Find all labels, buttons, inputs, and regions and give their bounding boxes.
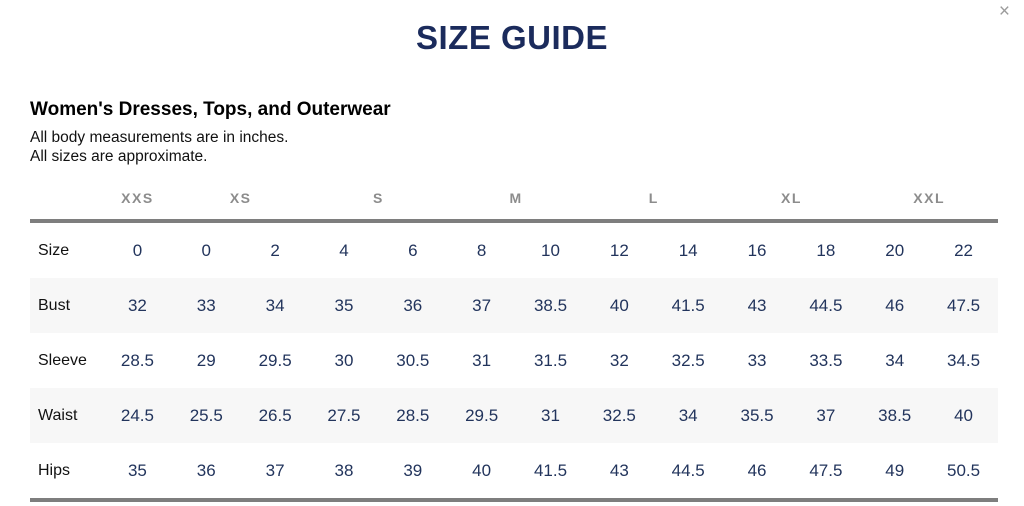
measurement-cell: 28.5 xyxy=(120,350,154,370)
note-line-2: All sizes are approximate. xyxy=(30,148,208,165)
measurement-cell: 28.5 xyxy=(396,405,430,425)
size-category-s: S xyxy=(372,190,384,206)
measurement-cell: 37 xyxy=(472,295,492,315)
measurement-cell: 38.5 xyxy=(878,405,912,425)
measurement-cell: 36 xyxy=(196,460,216,480)
measurement-cell: 41.5 xyxy=(533,460,568,480)
size-category-xl: XL xyxy=(781,190,802,206)
measurement-cell: 31 xyxy=(541,405,560,425)
measurement-cell: 46 xyxy=(885,295,905,315)
table-row-bust: Bust 32 33 34 35 36 37 38.5 40 41.5 43 44.5 46 47.5 xyxy=(30,278,998,333)
note-line-1: All body measurements are in inches. xyxy=(30,129,289,146)
measurement-cell: 37 xyxy=(816,405,836,425)
measurement-cell: 32.5 xyxy=(602,405,636,425)
page-title: SIZE GUIDE xyxy=(415,19,609,56)
measurement-cell: 22 xyxy=(954,240,974,260)
table-row-hips: Hips 35 36 37 38 39 40 41.5 43 44.5 46 47.5 49 50.5 xyxy=(30,443,998,498)
measurement-cell: 29.5 xyxy=(465,405,499,425)
measurement-cell: 34 xyxy=(678,405,698,425)
size-category-m: M xyxy=(509,190,523,206)
row-label-hips: Hips xyxy=(38,461,71,479)
size-table: XXS XS S M L XL XXL Size 0 0 2 4 6 8 10 12 14 16 18 20 22 Bu… xyxy=(30,190,998,502)
row-label-sleeve: Sleeve xyxy=(38,351,87,369)
row-label-size: Size xyxy=(38,241,70,259)
measurement-cell: 44.5 xyxy=(809,295,843,315)
measurement-cell: 32 xyxy=(127,295,147,315)
measurement-cell: 40 xyxy=(472,460,492,480)
table-row-sleeve: Sleeve 28.5 29 29.5 30 30.5 31 31.5 32 32.5 33 33.5… xyxy=(30,333,998,388)
measurement-cell: 35 xyxy=(334,295,354,315)
measurement-cell: 32.5 xyxy=(671,350,705,370)
measurement-cell: 29 xyxy=(196,350,216,370)
measurement-cell: 33 xyxy=(196,295,216,315)
measurement-cell: 20 xyxy=(885,240,905,260)
measurement-cell: 47.5 xyxy=(947,295,981,315)
row-label-waist: Waist xyxy=(38,406,78,424)
measurement-cell: 29.5 xyxy=(258,350,292,370)
measurement-cell: 49 xyxy=(885,460,905,480)
size-table-body: Size 0 0 2 4 6 8 10 12 14 16 18 20 22 Bust 32 33 34 35 36 37… xyxy=(30,223,998,498)
measurement-cell: 34 xyxy=(265,295,285,315)
table-row-waist: Waist 24.5 25.5 26.5 27.5 28.5 29.5 31 32.5 34 35.… xyxy=(30,388,998,443)
measurement-cell: 33 xyxy=(747,350,767,370)
measurement-cell: 34.5 xyxy=(947,350,981,370)
measurement-cell: 30.5 xyxy=(396,350,430,370)
size-category-xs: XS xyxy=(229,190,252,206)
measurement-cell: 10 xyxy=(541,240,560,260)
measurement-cell: 6 xyxy=(408,240,418,260)
measurement-cell: 33.5 xyxy=(809,350,843,370)
measurement-cell: 31.5 xyxy=(533,350,568,370)
measurement-cell: 27.5 xyxy=(327,405,361,425)
measurement-cell: 12 xyxy=(609,240,629,260)
row-label-bust: Bust xyxy=(38,296,71,314)
table-bottom-rule xyxy=(30,498,998,502)
size-category-row: XXS XS S M L XL XXL xyxy=(30,190,998,219)
measurement-cell: 30 xyxy=(334,350,354,370)
size-category-xxl: XXL xyxy=(913,190,945,206)
measurement-cell: 35 xyxy=(127,460,147,480)
measurement-cell: 38.5 xyxy=(533,295,568,315)
size-category-l: L xyxy=(648,190,659,206)
measurement-cell: 0 xyxy=(201,240,211,260)
measurement-cell: 35.5 xyxy=(740,405,774,425)
measurement-notes: All body measurements are in inches. All… xyxy=(30,128,998,166)
measurement-cell: 14 xyxy=(678,240,698,260)
measurement-cell: 47.5 xyxy=(809,460,843,480)
measurement-cell: 0 xyxy=(132,240,143,260)
measurement-cell: 39 xyxy=(403,460,423,480)
measurement-cell: 16 xyxy=(747,240,767,260)
measurement-cell: 25.5 xyxy=(189,405,223,425)
measurement-cell: 44.5 xyxy=(671,460,705,480)
measurement-cell: 37 xyxy=(265,460,285,480)
measurement-cell: 26.5 xyxy=(258,405,292,425)
close-icon[interactable]: × xyxy=(995,0,1014,24)
measurement-cell: 38 xyxy=(334,460,354,480)
measurement-cell: 41.5 xyxy=(671,295,705,315)
measurement-cell: 40 xyxy=(609,295,629,315)
measurement-cell: 18 xyxy=(816,240,836,260)
measurement-cell: 43 xyxy=(747,295,767,315)
measurement-cell: 4 xyxy=(339,240,349,260)
measurement-cell: 34 xyxy=(885,350,905,370)
measurement-cell: 36 xyxy=(403,295,423,315)
table-top-rule xyxy=(30,219,998,223)
measurement-cell: 46 xyxy=(747,460,767,480)
measurement-cell: 32 xyxy=(609,350,629,370)
measurement-cell: 31 xyxy=(472,350,492,370)
measurement-cell: 43 xyxy=(609,460,629,480)
measurement-cell: 8 xyxy=(476,240,487,260)
measurement-cell: 40 xyxy=(954,405,974,425)
modal-content: Women's Dresses, Tops, and Outerwear All… xyxy=(0,99,1024,502)
table-row-size: Size 0 0 2 4 6 8 10 12 14 16 18 20 22 xyxy=(30,223,998,278)
measurement-cell: 24.5 xyxy=(120,405,154,425)
measurement-cell: 50.5 xyxy=(947,460,981,480)
measurement-cell: 2 xyxy=(270,240,280,260)
size-category-xxs: XXS xyxy=(121,190,154,206)
section-heading: Women's Dresses, Tops, and Outerwear xyxy=(30,99,391,120)
